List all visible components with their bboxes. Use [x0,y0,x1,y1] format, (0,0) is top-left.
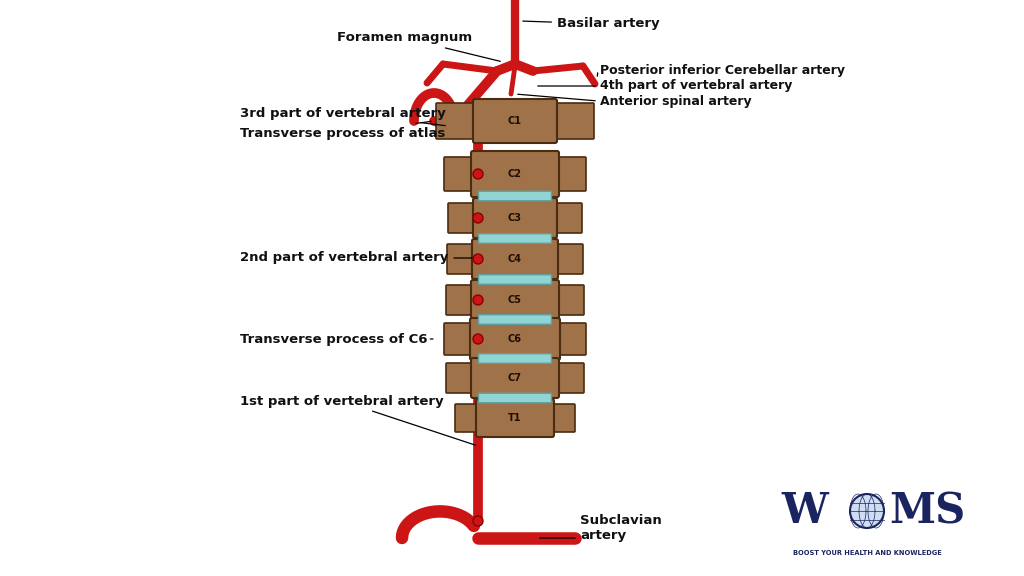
Text: C5: C5 [508,295,522,305]
FancyBboxPatch shape [556,363,584,393]
Text: W: W [781,490,828,532]
Text: Transverse process of atlas: Transverse process of atlas [240,122,445,139]
FancyBboxPatch shape [444,323,473,355]
Text: 1st part of vertebral artery: 1st part of vertebral artery [240,395,475,445]
Text: Foramen magnum: Foramen magnum [337,32,501,61]
Circle shape [473,295,483,305]
FancyBboxPatch shape [478,275,552,284]
FancyBboxPatch shape [444,157,474,191]
Text: 2nd part of vertebral artery: 2nd part of vertebral artery [240,252,474,264]
Text: artery: artery [580,529,626,542]
FancyBboxPatch shape [455,404,479,432]
Circle shape [850,494,884,528]
Circle shape [473,334,483,344]
FancyBboxPatch shape [470,318,560,360]
FancyBboxPatch shape [471,280,559,320]
FancyBboxPatch shape [476,399,554,437]
Text: C3: C3 [508,213,522,223]
FancyBboxPatch shape [556,157,586,191]
Text: 3rd part of vertebral artery: 3rd part of vertebral artery [240,107,445,126]
FancyBboxPatch shape [449,203,476,233]
FancyBboxPatch shape [555,244,583,274]
Text: Basilar artery: Basilar artery [523,17,659,31]
FancyBboxPatch shape [557,323,586,355]
Text: Transverse process of C6: Transverse process of C6 [240,332,433,346]
Text: C4: C4 [508,254,522,264]
FancyBboxPatch shape [478,393,552,403]
Text: C1: C1 [508,116,522,126]
FancyBboxPatch shape [473,198,557,238]
Circle shape [473,254,483,264]
Text: Anterior spinal artery: Anterior spinal artery [600,96,752,108]
Text: Subclavian: Subclavian [580,514,662,527]
Text: C6: C6 [508,334,522,344]
FancyBboxPatch shape [472,239,558,279]
Circle shape [473,169,483,179]
FancyBboxPatch shape [554,103,594,139]
FancyBboxPatch shape [554,203,582,233]
FancyBboxPatch shape [556,285,584,315]
Text: MS: MS [889,490,966,532]
Text: C7: C7 [508,373,522,383]
FancyBboxPatch shape [446,285,474,315]
Text: BOOST YOUR HEALTH AND KNOWLEDGE: BOOST YOUR HEALTH AND KNOWLEDGE [793,550,941,556]
FancyBboxPatch shape [436,103,476,139]
FancyBboxPatch shape [471,358,559,398]
Circle shape [473,516,483,526]
FancyBboxPatch shape [478,191,552,201]
FancyBboxPatch shape [551,404,575,432]
FancyBboxPatch shape [478,234,552,243]
Circle shape [473,213,483,223]
FancyBboxPatch shape [446,363,474,393]
FancyBboxPatch shape [473,99,557,143]
FancyBboxPatch shape [447,244,475,274]
Text: Posterior inferior Cerebellar artery: Posterior inferior Cerebellar artery [600,63,845,77]
FancyBboxPatch shape [478,354,552,363]
FancyBboxPatch shape [478,314,552,324]
Text: 4th part of vertebral artery: 4th part of vertebral artery [600,79,793,93]
FancyBboxPatch shape [471,151,559,197]
Text: C2: C2 [508,169,522,179]
Text: T1: T1 [508,413,522,423]
